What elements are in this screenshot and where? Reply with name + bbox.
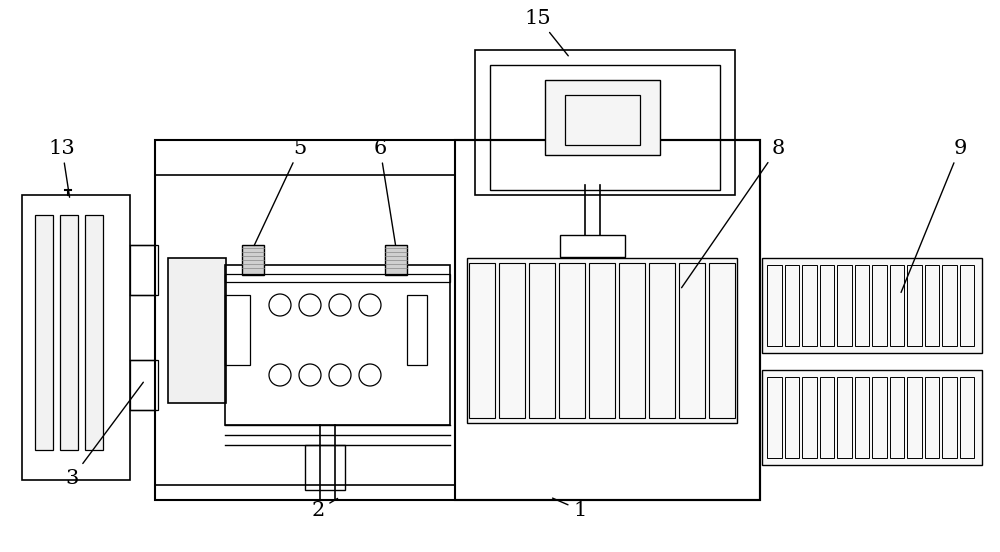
Bar xyxy=(242,245,264,275)
Bar xyxy=(767,377,782,458)
Bar xyxy=(467,258,737,423)
Bar xyxy=(545,80,660,155)
Bar xyxy=(130,245,158,295)
Bar xyxy=(85,215,103,450)
Text: 2: 2 xyxy=(311,498,338,519)
Bar xyxy=(22,195,130,480)
Bar xyxy=(854,377,869,458)
Bar xyxy=(767,265,782,346)
Text: 6: 6 xyxy=(373,139,396,245)
Text: 13: 13 xyxy=(49,139,75,197)
Bar xyxy=(890,377,904,458)
Bar xyxy=(784,265,799,346)
Bar xyxy=(784,377,799,458)
Bar xyxy=(168,258,226,403)
Bar xyxy=(837,265,852,346)
Bar xyxy=(35,215,53,450)
Bar xyxy=(942,377,956,458)
Bar xyxy=(802,265,816,346)
Bar xyxy=(802,377,816,458)
Bar xyxy=(679,263,705,418)
Bar xyxy=(820,265,834,346)
Bar xyxy=(890,265,904,346)
Bar xyxy=(560,235,625,257)
Bar xyxy=(455,140,760,500)
Text: 8: 8 xyxy=(682,139,785,288)
Bar xyxy=(709,263,735,418)
Bar xyxy=(475,50,735,195)
Bar xyxy=(762,258,982,353)
Bar xyxy=(854,265,869,346)
Bar xyxy=(820,377,834,458)
Bar xyxy=(225,295,250,365)
Bar xyxy=(155,175,455,485)
Bar xyxy=(960,377,974,458)
Bar xyxy=(872,377,887,458)
Bar xyxy=(649,263,675,418)
Bar xyxy=(907,265,922,346)
Bar xyxy=(924,377,939,458)
Bar xyxy=(907,377,922,458)
Bar xyxy=(469,263,495,418)
Bar xyxy=(529,263,555,418)
Text: 3: 3 xyxy=(65,382,143,487)
Bar xyxy=(407,295,427,365)
Text: 5: 5 xyxy=(254,139,307,246)
Bar xyxy=(305,445,345,490)
Text: 15: 15 xyxy=(525,8,568,56)
Bar xyxy=(559,263,585,418)
Bar xyxy=(60,215,78,450)
Bar xyxy=(942,265,956,346)
Text: 1: 1 xyxy=(553,498,587,519)
Bar xyxy=(130,360,158,410)
Bar xyxy=(960,265,974,346)
Bar xyxy=(385,245,407,275)
Bar xyxy=(225,265,450,425)
Text: 9: 9 xyxy=(901,139,967,293)
Bar xyxy=(837,377,852,458)
Bar xyxy=(565,95,640,145)
Bar xyxy=(762,370,982,465)
Bar xyxy=(490,65,720,190)
Bar xyxy=(924,265,939,346)
Bar xyxy=(499,263,525,418)
Bar xyxy=(872,265,887,346)
Bar xyxy=(589,263,615,418)
Bar xyxy=(155,140,760,500)
Bar xyxy=(619,263,645,418)
Bar xyxy=(225,274,450,282)
